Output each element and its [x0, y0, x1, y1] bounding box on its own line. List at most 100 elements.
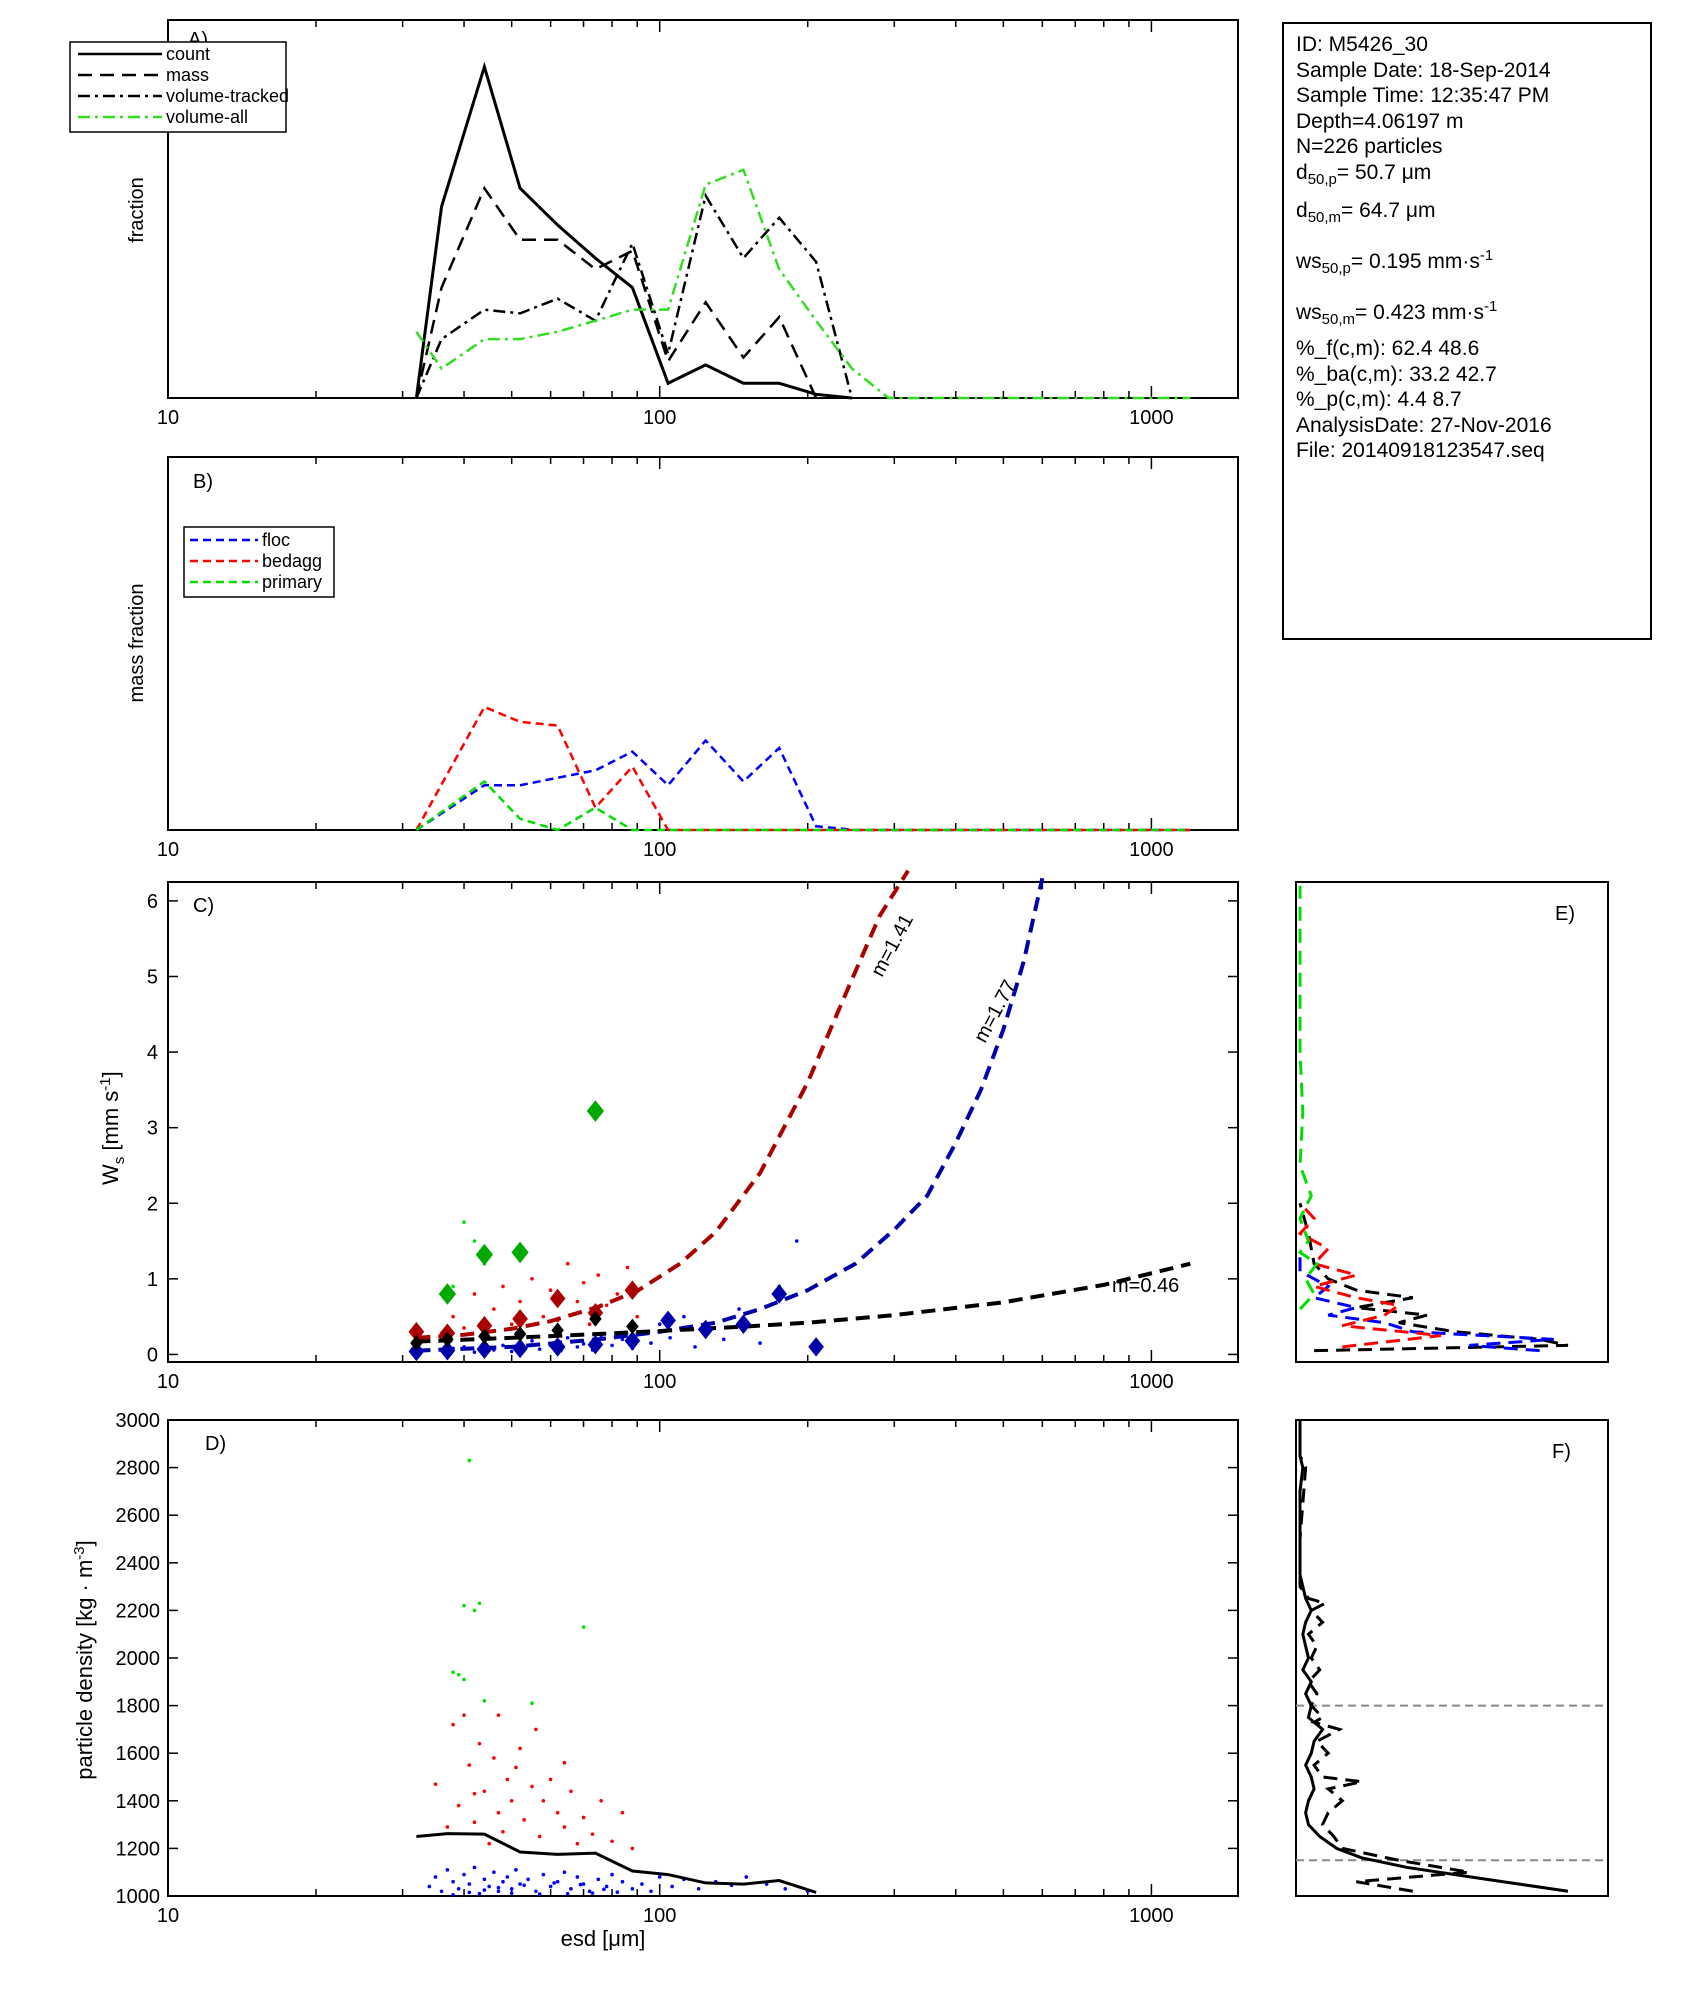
panel-b-x-tick-label: 1000: [1129, 839, 1174, 861]
panel-c-y-tick-label: 3: [147, 1118, 158, 1140]
panel-c-x-tick-label: 1000: [1129, 1371, 1174, 1393]
panel-d-point-floc: [670, 1884, 674, 1889]
panel-d-point-floc: [467, 1882, 472, 1886]
panel-c-point-floc: [721, 1337, 726, 1342]
panel-d-point-floc: [569, 1887, 573, 1891]
panel-c-y-tick-label: 5: [147, 966, 158, 988]
panel-c-x-tick-label: 100: [643, 1371, 676, 1393]
panel-d-point-floc: [514, 1868, 518, 1872]
panel-d-point-floc: [783, 1887, 788, 1891]
panel-d-y-tick-label: 1000: [116, 1886, 161, 1908]
panel-d-point-bedagg: [472, 1820, 477, 1825]
panel-d-point-floc: [492, 1870, 496, 1874]
panel-e-frame: [1295, 881, 1609, 1363]
panel-c-fit-m046: [416, 1261, 1191, 1344]
panel-d-point-bedagg: [496, 1713, 501, 1717]
panel-d-point-floc: [439, 1889, 444, 1894]
panel-d-point-floc: [509, 1887, 514, 1891]
panel-d-point-bedagg: [555, 1810, 560, 1815]
panel-d-point-bedagg: [630, 1846, 635, 1851]
panel-d-point-floc: [501, 1879, 505, 1884]
panel-c-fit-m141: [416, 869, 910, 1340]
panel-c-point-bedagg: [625, 1265, 630, 1270]
panel-d-x-tick-label: 100: [643, 1905, 676, 1927]
panel-d-point-floc: [640, 1882, 644, 1886]
panel-a-x-tick-label: 1000: [1129, 407, 1174, 429]
panel-d-point-bedagg: [496, 1810, 501, 1815]
panel-d-x-tick-label: 1000: [1129, 1905, 1174, 1927]
panel-c-y-tick-label: 4: [147, 1042, 158, 1064]
panel-a-legend-label: volume-all: [166, 107, 248, 127]
panel-c-ylabel: Ws [mm s-1]: [97, 1071, 128, 1185]
panel-f-label: F): [1552, 1441, 1571, 1463]
panel-c-fit-label-m046: m=0.46: [1112, 1275, 1179, 1297]
panel-d-point-floc: [451, 1893, 455, 1897]
info-sample-time: Sample Time: 12:35:47 PM: [1296, 84, 1550, 107]
panel-f-series-all: [1298, 1420, 1569, 1893]
panel-d-point-bedagg: [522, 1818, 526, 1822]
panel-d-point-floc: [505, 1875, 510, 1879]
panel-c-point-primary: [472, 1239, 477, 1243]
panel-c-point-bedagg: [462, 1326, 466, 1330]
panel-d-point-floc: [445, 1868, 450, 1872]
panel-c-label: C): [193, 895, 214, 917]
panel-c-point-bedagg: [581, 1280, 586, 1285]
panel-d-point-floc: [496, 1885, 501, 1890]
panel-d-point-bedagg: [590, 1832, 595, 1836]
panel-c-x-tick-label: 10: [157, 1371, 179, 1393]
panel-c-fit-label-m141: m=1.41: [867, 911, 918, 981]
panel-d-point-floc: [590, 1891, 595, 1895]
panel-a-legend-label: count: [166, 44, 210, 64]
panel-d-xlabel: esd [μm]: [561, 1926, 646, 1951]
panel-b-legend-label: floc: [262, 530, 290, 550]
panel-c-diamond-floc: [697, 1319, 714, 1340]
info-d50m: d50,m= 64.7 μm: [1296, 199, 1436, 227]
panel-c-diamond-all: [441, 1331, 454, 1348]
panel-d-point-floc: [427, 1884, 432, 1889]
panel-c-point-bedagg: [492, 1307, 496, 1311]
panel-e-series-floc: [1298, 1256, 1554, 1353]
panel-d-point-primary: [472, 1608, 477, 1613]
panel-d-point-floc: [575, 1875, 580, 1879]
info-file: File: 20140918123547.seq: [1296, 439, 1545, 463]
panel-c-point-bedagg: [615, 1292, 620, 1296]
panel-d-point-primary: [456, 1672, 461, 1677]
panel-c-point-bedagg: [472, 1292, 477, 1296]
panel-d-point-bedagg: [514, 1765, 518, 1770]
panel-d-point-bedagg: [548, 1777, 553, 1782]
panel-a-series-volume-all: [415, 168, 1191, 400]
panel-d-point-bedagg: [530, 1784, 534, 1789]
panel-c-point-primary: [462, 1220, 466, 1224]
panel-e-label: E): [1555, 903, 1575, 925]
panel-b-legend-label: primary: [262, 572, 322, 592]
panel-c-diamond-floc: [439, 1340, 456, 1361]
panel-d-point-primary: [482, 1699, 487, 1703]
info-analysis-date: AnalysisDate: 27-Nov-2016: [1296, 413, 1552, 437]
panel-b-x-tick-label: 10: [157, 839, 179, 861]
panel-a-frame: [167, 19, 1239, 399]
panel-d-label: D): [205, 1433, 226, 1455]
panel-d-point-primary: [477, 1601, 482, 1606]
panel-d-y-tick-label: 1600: [116, 1743, 161, 1765]
panel-b-legend-label: bedagg: [262, 551, 322, 571]
panel-c-diamond-floc: [587, 1334, 604, 1355]
panel-c-point-bedagg: [541, 1314, 546, 1319]
panel-d-point-floc: [696, 1887, 701, 1891]
panel-d-point-bedagg: [562, 1760, 567, 1765]
panel-d-y-tick-label: 1200: [116, 1838, 161, 1860]
panel-e-series-all: [1298, 1202, 1569, 1353]
panel-c-diamond-all: [478, 1328, 491, 1345]
panel-d-point-floc: [587, 1889, 592, 1894]
panel-c-y-tick-label: 6: [147, 891, 158, 913]
panel-c-point-bedagg: [635, 1314, 640, 1319]
panel-d-point-floc: [451, 1879, 455, 1884]
panel-d-point-floc: [615, 1890, 620, 1894]
panel-c-point-floc: [537, 1347, 542, 1351]
panel-c-point-floc: [581, 1342, 586, 1346]
panel-c-diamond-bedagg: [549, 1288, 566, 1309]
panel-d-point-floc: [555, 1879, 560, 1884]
panel-c-diamond-floc: [771, 1284, 788, 1304]
panel-c-point-bedagg: [509, 1322, 514, 1327]
panel-d-frame: [167, 1419, 1239, 1897]
